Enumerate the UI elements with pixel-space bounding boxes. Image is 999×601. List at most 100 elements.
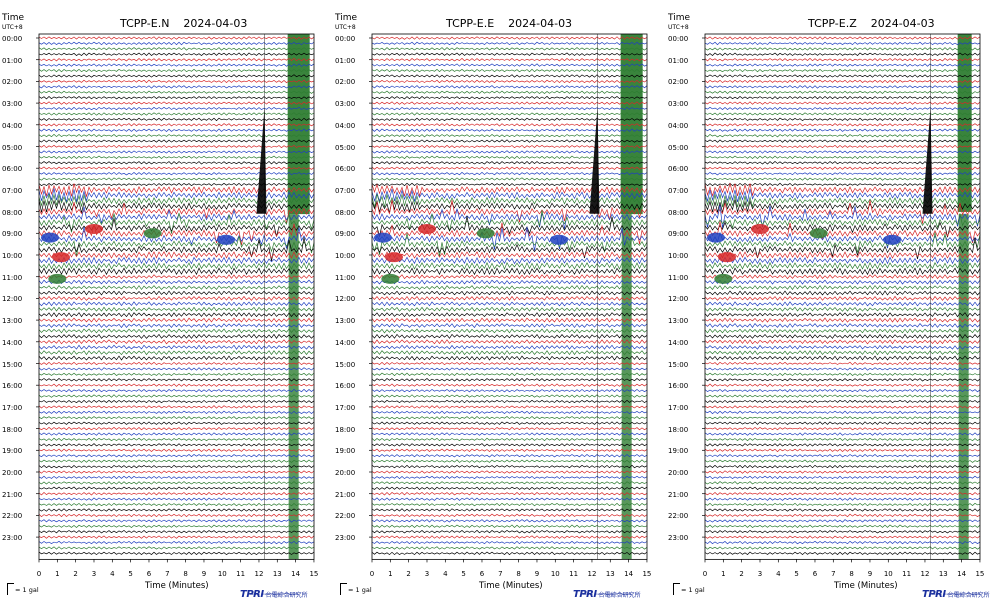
x-tick-label: 0 [369,570,375,578]
seismic-trace [371,378,648,382]
x-tick-label: 7 [165,570,170,578]
seismic-trace [704,350,981,356]
chart-title: TCPP-E.E 2024-04-03 [446,17,573,30]
seismic-trace [371,183,648,198]
timezone-label: UTC+8 [2,24,23,31]
x-tick-label: 2 [73,570,78,578]
event-lobe [143,228,162,239]
y-tick-label: 06:00 [335,165,356,174]
seismic-trace [371,421,648,425]
x-tick-label: 4 [443,570,448,578]
seismic-trace [371,443,648,447]
seismic-trace [704,497,981,501]
y-tick-label: 18:00 [335,425,356,434]
seismic-trace [704,355,981,361]
seismic-trace [704,63,981,67]
seismic-trace [371,388,648,393]
seismic-trace [38,36,315,40]
seismic-trace [38,344,315,350]
seismic-trace [704,47,981,51]
seismic-trace [371,112,648,116]
seismic-trace [371,475,648,480]
y-tick-label: 14:00 [668,338,689,347]
seismic-trace [704,57,981,62]
x-tick-label: 9 [534,570,540,578]
y-tick-label: 04:00 [2,121,23,130]
seismic-trace [704,194,981,208]
seismic-trace [38,193,315,207]
seismic-trace [704,421,981,425]
seismic-trace [704,79,981,84]
seismic-trace [38,421,315,425]
scale-bracket-icon [673,583,680,595]
seismic-trace [371,317,648,323]
seismic-trace [371,323,648,329]
seismic-trace [704,74,981,78]
seismic-trace [38,133,315,138]
seismic-trace [371,464,648,469]
seismic-trace [38,251,315,259]
seismic-trace [38,295,315,301]
seismic-trace [38,117,315,122]
y-tick-label: 21:00 [335,490,356,499]
seismic-trace [38,236,315,257]
x-tick-label: 6 [479,570,485,578]
seismic-trace [371,426,648,431]
x-tick-label: 11 [236,570,246,578]
y-axis-label: Time [2,13,25,23]
y-tick-label: 17:00 [668,403,689,412]
seismic-trace [371,90,648,94]
seismic-trace [371,399,648,404]
seismic-trace [371,150,648,154]
seismic-trace [704,101,981,105]
seismic-trace [38,470,315,474]
seismic-trace [38,405,315,409]
seismic-trace [371,328,648,334]
seismic-trace [704,454,981,458]
y-tick-label: 09:00 [668,230,689,239]
seismic-trace [704,508,981,512]
seismic-trace [371,251,648,259]
seismic-trace [704,312,981,318]
seismic-trace [38,372,315,377]
seismic-trace [371,210,648,232]
seismic-trace [704,231,981,249]
x-tick-label: 8 [516,570,521,578]
y-tick-label: 13:00 [668,317,689,326]
x-tick-label: 8 [849,570,854,578]
seismic-trace [38,52,315,56]
seismic-trace [38,267,315,276]
seismic-trace [704,117,981,122]
seismic-trace [371,383,648,387]
seismogram-plot [36,33,315,563]
seismic-trace [704,171,981,176]
seismic-trace [371,470,648,474]
seismic-trace [704,372,981,377]
event-lobe [217,234,235,245]
y-tick-label: 05:00 [335,143,356,152]
event-lobe [550,234,568,245]
seismic-trace [704,52,981,56]
y-tick-label: 20:00 [668,469,689,477]
seismic-trace [38,367,315,371]
seismic-trace [38,57,315,62]
y-tick-label: 15:00 [2,360,23,369]
y-tick-label: 10:00 [668,252,689,260]
logo-mark: TPRI [573,589,597,600]
seismic-trace [371,139,648,143]
seismic-trace [371,133,648,138]
seismic-trace [38,394,315,398]
seismic-trace [371,410,648,415]
seismic-trace [38,475,315,480]
seismic-trace [704,486,981,490]
seismic-trace [704,41,981,46]
seismic-trace [38,432,315,436]
seismic-trace [38,508,315,512]
y-tick-label: 08:00 [668,208,689,217]
x-tick-label: 14 [624,570,634,578]
seismic-trace [371,261,648,270]
y-tick-label: 09:00 [335,230,356,239]
seismic-trace [371,208,648,230]
x-tick-label: 5 [128,570,133,578]
seismic-trace [704,470,981,474]
